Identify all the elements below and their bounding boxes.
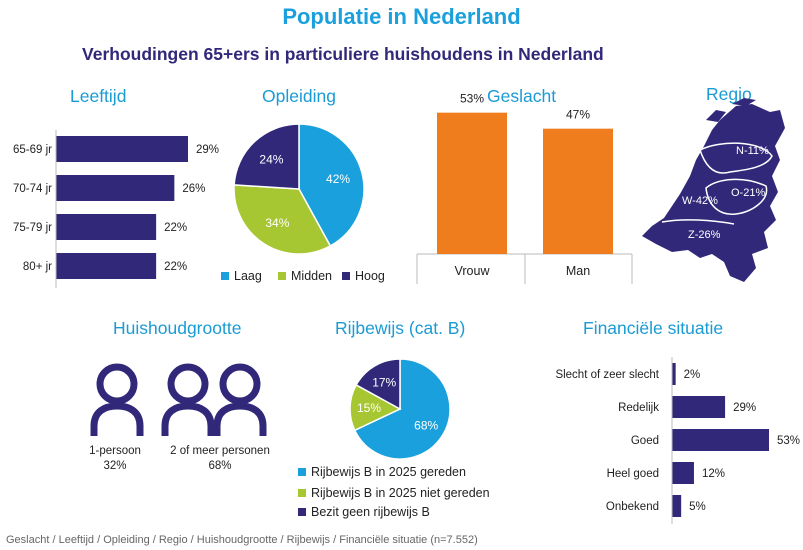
two-persons-icon bbox=[161, 363, 267, 436]
legend-marker bbox=[298, 489, 306, 497]
slice-label: 68% bbox=[414, 419, 438, 433]
data-label: 5% bbox=[689, 501, 706, 513]
legend-marker bbox=[342, 272, 350, 280]
category-label: 80+ jr bbox=[23, 261, 52, 273]
bar bbox=[672, 462, 694, 484]
category-label: Redelijk bbox=[618, 402, 659, 414]
category-label: 65-69 jr bbox=[13, 144, 52, 156]
legend-marker bbox=[298, 468, 306, 476]
pie-slice bbox=[298, 123, 365, 247]
chart-rijbewijs: 68% 15% 17% Rijbewijs B in 2025 gereden Rijb… bbox=[298, 358, 490, 519]
data-label: 26% bbox=[182, 183, 205, 195]
bar bbox=[672, 363, 676, 385]
bar bbox=[437, 112, 507, 255]
bar bbox=[672, 495, 682, 517]
map-island bbox=[732, 98, 756, 106]
legend-marker bbox=[221, 272, 229, 280]
category-label: 75-79 jr bbox=[13, 222, 52, 234]
pie-slice bbox=[233, 184, 332, 255]
section-title-leeftijd: Leeftijd bbox=[70, 86, 127, 106]
bar bbox=[56, 214, 157, 240]
slice-label: 24% bbox=[259, 153, 283, 167]
data-label: 2% bbox=[684, 369, 701, 381]
map-border-north bbox=[699, 142, 773, 174]
category-label: Vrouw bbox=[455, 264, 491, 278]
section-title-rijbewijs: Rijbewijs (cat. B) bbox=[335, 318, 466, 338]
data-label: 29% bbox=[196, 144, 219, 156]
region-label-west: W-42% bbox=[682, 195, 718, 207]
pie-slice bbox=[353, 358, 451, 460]
legend-marker bbox=[278, 272, 286, 280]
category-label: Onbekend bbox=[606, 501, 659, 513]
data-label: 53% bbox=[777, 435, 800, 447]
map-island bbox=[706, 110, 726, 122]
category-label: Man bbox=[566, 264, 590, 278]
map-border-south bbox=[661, 219, 735, 225]
household-more-label: 2 of meer personen bbox=[170, 445, 270, 457]
data-label: 53% bbox=[460, 92, 484, 106]
footnote: Geslacht / Leeftijd / Opleiding / Regio … bbox=[6, 534, 478, 546]
household-one-label: 1-persoon bbox=[89, 445, 141, 457]
bar bbox=[56, 253, 157, 279]
bar bbox=[672, 429, 769, 451]
category-label: Goed bbox=[631, 435, 659, 447]
bar bbox=[543, 128, 613, 254]
netherlands-map-icon: N-11% O-21% W-42% Z-26% bbox=[642, 98, 785, 282]
legend-label: Rijbewijs B in 2025 gereden bbox=[311, 465, 466, 479]
slice-label: 17% bbox=[372, 375, 396, 389]
region-label-east: O-21% bbox=[731, 187, 765, 199]
chart-geslacht: 53% Vrouw 47% Man bbox=[416, 92, 633, 284]
pie-slice bbox=[355, 358, 401, 411]
legend-label: Midden bbox=[291, 269, 332, 283]
chart-leeftijd: 65-69 jr 29% 70-74 jr 26% 75-79 jr 22% 80+ jr 2… bbox=[13, 130, 219, 288]
page-title: Populatie in Nederland bbox=[282, 4, 521, 29]
slice-label: 42% bbox=[326, 172, 350, 186]
bar bbox=[672, 396, 726, 418]
pie-slice bbox=[233, 123, 300, 190]
data-label: 22% bbox=[164, 222, 187, 234]
legend-label: Bezit geen rijbewijs B bbox=[311, 505, 430, 519]
section-title-regio: Regio bbox=[706, 84, 752, 104]
category-label: Slecht of zeer slecht bbox=[555, 369, 659, 381]
page-subtitle: Verhoudingen 65+ers in particuliere huis… bbox=[82, 44, 604, 64]
person-icon bbox=[90, 363, 144, 436]
data-label: 47% bbox=[566, 108, 590, 122]
household-more-value: 68% bbox=[208, 460, 232, 472]
chart-opleiding: 42% 34% 24% Laag Midden Hoog bbox=[221, 123, 385, 283]
data-label: 12% bbox=[702, 468, 725, 480]
chart-financieel: Slecht of zeer slecht 2% Redelijk 29% Goed 53… bbox=[555, 357, 800, 524]
bar bbox=[56, 175, 175, 201]
map-shape bbox=[642, 104, 785, 282]
category-label: Heel goed bbox=[607, 468, 659, 480]
map-border-east bbox=[705, 178, 768, 215]
legend-label: Laag bbox=[234, 269, 262, 283]
region-label-north: N-11% bbox=[736, 145, 769, 157]
category-label: 70-74 jr bbox=[13, 183, 52, 195]
legend-marker bbox=[298, 508, 306, 516]
data-label: 29% bbox=[733, 402, 756, 414]
section-title-huishoudgrootte: Huishoudgrootte bbox=[113, 318, 242, 338]
household-one-value: 32% bbox=[103, 460, 127, 472]
legend-label: Hoog bbox=[355, 269, 385, 283]
section-title-opleiding: Opleiding bbox=[262, 86, 336, 106]
slice-label: 34% bbox=[265, 216, 289, 230]
section-title-financieel: Financiële situatie bbox=[583, 318, 724, 338]
region-label-south: Z-26% bbox=[688, 229, 721, 241]
data-label: 22% bbox=[164, 261, 187, 273]
bar bbox=[56, 136, 188, 162]
section-title-geslacht: Geslacht bbox=[487, 86, 557, 106]
legend-label: Rijbewijs B in 2025 niet gereden bbox=[311, 486, 490, 500]
slice-label: 15% bbox=[357, 401, 381, 415]
